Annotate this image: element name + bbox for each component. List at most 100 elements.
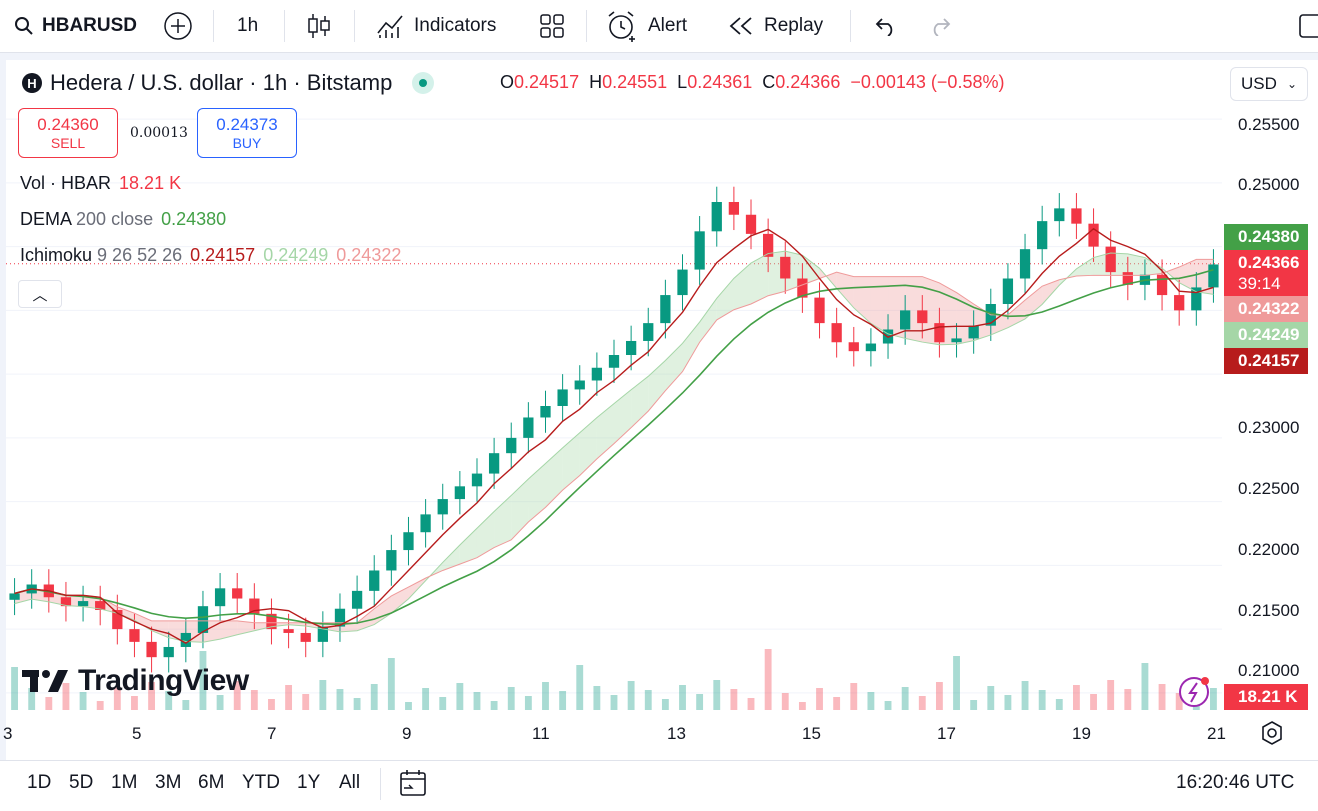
replay-label: Replay: [764, 15, 824, 36]
tradingview-watermark: TradingView: [22, 664, 249, 698]
replay-button[interactable]: Replay: [728, 0, 823, 52]
spread-value: 0.00013: [130, 125, 188, 141]
price-tick: 0.22500: [1238, 479, 1300, 498]
time-tick: 7: [267, 724, 277, 743]
compare-button[interactable]: [163, 0, 193, 52]
gear-icon: [1262, 721, 1282, 745]
last-price-tag: 0.24366 39:14: [1224, 250, 1308, 296]
top-toolbar: HBARUSD 1h Indicators Alert Replay: [0, 0, 1318, 53]
undo-icon: [875, 18, 893, 36]
base-price-tag: 0.24157: [1224, 348, 1308, 374]
range-6m[interactable]: 6M: [198, 772, 225, 793]
rewind-icon: [729, 17, 752, 35]
dema-legend[interactable]: DEMA 200 close 0.24380: [20, 209, 226, 230]
range-1d[interactable]: 1D: [27, 772, 52, 793]
market-status-icon[interactable]: [412, 72, 435, 94]
hedera-logo: H: [22, 73, 42, 93]
chart-title: H Hedera / U.S. dollar · 1h · Bitstamp: [22, 70, 435, 96]
search-icon: [15, 17, 33, 35]
chart-type-button[interactable]: [306, 0, 332, 52]
ichimoku-value-span-b: 0.24322: [336, 245, 402, 265]
range-5d[interactable]: 5D: [69, 772, 94, 793]
layouts-button[interactable]: [538, 0, 566, 52]
grid-icon: [540, 14, 564, 38]
sell-price: 0.24360: [37, 115, 99, 134]
price-tick: 0.25500: [1238, 115, 1300, 134]
undo-button[interactable]: [872, 0, 898, 52]
bar-countdown: 39:14: [1238, 274, 1281, 293]
bottom-bar: [0, 760, 1318, 811]
price-tick: 0.21500: [1238, 601, 1300, 620]
range-1y[interactable]: 1Y: [297, 772, 321, 793]
last-price: 0.24366: [1238, 253, 1300, 272]
collapse-legend-button[interactable]: ︿: [18, 280, 62, 308]
close-label: C: [762, 72, 776, 92]
low-label: L: [677, 72, 688, 92]
high-label: H: [589, 72, 603, 92]
range-3m[interactable]: 3M: [155, 772, 182, 793]
symbol-label: HBARUSD: [42, 15, 137, 36]
interval-button[interactable]: 1h: [237, 15, 259, 36]
currency-select[interactable]: USD ⌄: [1230, 67, 1308, 101]
range-all[interactable]: All: [339, 772, 361, 793]
buy-label: BUY: [232, 135, 262, 151]
alarm-clock-icon: [608, 11, 635, 42]
volume-legend-name: Vol · HBAR: [20, 173, 112, 193]
chart-panel[interactable]: [6, 60, 1318, 760]
range-1m[interactable]: 1M: [111, 772, 138, 793]
add-circle-icon: [164, 12, 192, 40]
buy-button[interactable]: 0.24373 BUY: [197, 108, 297, 158]
time-tick: 17: [937, 724, 956, 743]
price-tick: 0.22000: [1238, 540, 1300, 559]
sell-label: SELL: [50, 135, 86, 151]
utc-clock[interactable]: 16:20:46 UTC: [1176, 772, 1295, 793]
time-tick: 3: [3, 724, 13, 743]
alert-button[interactable]: Alert: [606, 0, 687, 52]
calendar-icon: [400, 770, 426, 796]
watermark-text: TradingView: [78, 664, 249, 697]
go-to-date-button[interactable]: [398, 768, 428, 803]
volume-legend-value: 18.21 K: [119, 173, 182, 193]
fullscreen-button[interactable]: [1298, 0, 1318, 52]
volume-price-tag: 18.21 K: [1224, 684, 1308, 710]
chevron-down-icon: ⌄: [1286, 77, 1297, 91]
time-tick: 13: [667, 724, 686, 743]
time-tick: 9: [402, 724, 412, 743]
price-tick: 0.25000: [1238, 175, 1300, 194]
span-b-price-tag: 0.24322: [1224, 296, 1308, 322]
ichimoku-legend[interactable]: Ichimoku 9 26 52 26 0.24157 0.24249 0.24…: [20, 245, 401, 266]
currency-value: USD: [1241, 74, 1277, 93]
open-value: 0.24517: [514, 72, 580, 92]
symbol-description: Hedera / U.S. dollar · 1h · Bitstamp: [50, 70, 393, 95]
price-tick: 0.21000: [1238, 661, 1300, 680]
price-tick: 0.23000: [1238, 418, 1300, 437]
volume-legend[interactable]: Vol · HBAR 18.21 K: [20, 173, 181, 194]
dema-price-tag: 0.24380: [1224, 224, 1308, 250]
redo-button[interactable]: [928, 0, 954, 52]
symbol-search[interactable]: HBARUSD: [14, 0, 137, 52]
time-tick: 21: [1207, 724, 1226, 743]
indicators-button[interactable]: Indicators: [376, 0, 496, 52]
redo-icon: [933, 18, 951, 36]
span-a-price-tag: 0.24249: [1224, 322, 1308, 348]
indicators-label: Indicators: [414, 15, 497, 36]
time-tick: 15: [802, 724, 821, 743]
ichimoku-value-span-a: 0.24249: [263, 245, 329, 265]
lightning-icon[interactable]: [1178, 676, 1210, 713]
chart-settings-button[interactable]: [1259, 720, 1285, 751]
ichimoku-legend-params: 9 26 52 26: [97, 245, 183, 265]
time-tick: 5: [132, 724, 142, 743]
ichimoku-value-base: 0.24157: [190, 245, 256, 265]
close-value: 0.24366: [775, 72, 841, 92]
dema-legend-params: 200 close: [76, 209, 154, 229]
dema-legend-name: DEMA: [20, 209, 72, 229]
alert-label: Alert: [648, 15, 688, 36]
chevron-up-icon: ︿: [32, 286, 48, 304]
sell-button[interactable]: 0.24360 SELL: [18, 108, 118, 158]
high-value: 0.24551: [602, 72, 668, 92]
time-tick: 19: [1072, 724, 1091, 743]
dema-legend-value: 0.24380: [161, 209, 227, 229]
range-ytd[interactable]: YTD: [242, 772, 280, 793]
indicators-icon: [377, 15, 403, 38]
change-value: −0.00143 (−0.58%): [850, 72, 1005, 92]
